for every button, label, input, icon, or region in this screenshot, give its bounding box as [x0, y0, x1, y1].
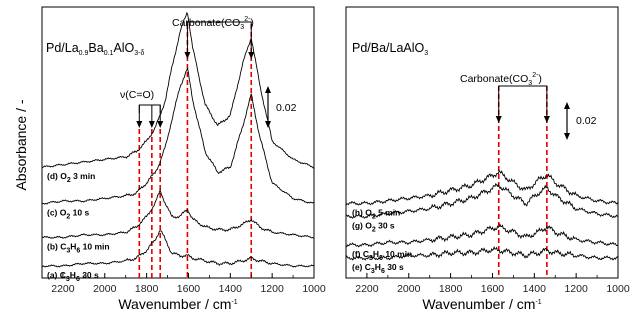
carbonate-arrow — [543, 116, 550, 123]
left-panel-title: Pd/La0.9Ba0.1AlO3-δ — [46, 41, 145, 57]
x-tick-label: 2000 — [397, 283, 421, 295]
spectrum-label: (d) O2 3 min — [47, 171, 95, 184]
left-scale-bar — [265, 86, 271, 128]
x-tick-label: 1800 — [135, 283, 159, 295]
x-tick-label: 1200 — [260, 283, 284, 295]
spectrum-line — [41, 230, 315, 268]
y-axis-title: Absorbance / - — [13, 99, 29, 190]
left-plot-frame — [41, 6, 315, 279]
left-carbonate-label: Carbonate(CO32-) — [172, 16, 254, 31]
co-arrow — [148, 121, 155, 128]
carbonate-bracket — [498, 85, 548, 96]
carbonate-arrow — [248, 52, 255, 59]
co-bracket — [138, 104, 161, 113]
spectrum-line — [345, 223, 619, 248]
spectrum-label: (g) O2 30 s — [352, 220, 395, 233]
spectrum-label: (h) O2 5 min — [352, 207, 400, 220]
right-scale-bar — [564, 102, 570, 140]
spectrum-line — [41, 11, 315, 169]
left-scale-value: 0.02 — [276, 102, 297, 114]
right-carbonate-label: Carbonate(CO32-) — [460, 72, 542, 87]
spectrum-line — [41, 188, 315, 239]
right-panel: (e) C3H6 30 s(f) C3H6 10 min (g) O2 30 s(… — [345, 6, 630, 312]
right-panel-title: Pd/Ba/LaAlO3 — [352, 41, 428, 57]
x-tick-label: 2200 — [51, 283, 75, 295]
left-panel: (a) C3H6 30 s (b) C3H6 10 min (c) O2 10 s (… — [41, 6, 326, 312]
spectrum-label: (f) C3H6 10 min — [352, 249, 412, 262]
spectrum-line — [345, 246, 619, 261]
spectrum-line — [41, 67, 315, 205]
x-tick-label: 1000 — [302, 283, 326, 295]
spectrum-label: (a) C3H6 30 s — [47, 270, 99, 283]
carbonate-bracket — [186, 21, 252, 32]
x-tick-label: 1600 — [481, 283, 505, 295]
spectrum-label: (c) O2 10 s — [47, 208, 89, 221]
x-tick-label: 1200 — [564, 283, 588, 295]
x-tick-label: 1400 — [523, 283, 547, 295]
spectrum-line — [345, 182, 619, 219]
right-plot-frame — [345, 6, 619, 279]
x-tick-label: 1600 — [177, 283, 201, 295]
x-tick-label: 1800 — [439, 283, 463, 295]
left-x-axis-title: Wavenumber / cm-1 — [118, 296, 237, 312]
co-stretch-label: ν(C=O) — [120, 89, 154, 101]
spectrum-line — [345, 169, 619, 206]
x-tick-label: 1000 — [606, 283, 630, 295]
spectrum-label: (b) C3H6 10 min — [47, 241, 110, 254]
x-tick-label: 2000 — [93, 283, 117, 295]
co-arrow — [136, 121, 143, 128]
right-x-axis-title: Wavenumber / cm-1 — [422, 296, 541, 312]
x-tick-label: 2200 — [355, 283, 379, 295]
spectrum-label: (e) C3H6 30 s — [352, 262, 404, 275]
x-tick-label: 1400 — [219, 283, 243, 295]
co-arrow — [157, 121, 164, 128]
carbonate-arrow — [495, 116, 502, 123]
right-scale-value: 0.02 — [576, 115, 597, 127]
carbonate-arrow — [184, 52, 191, 59]
